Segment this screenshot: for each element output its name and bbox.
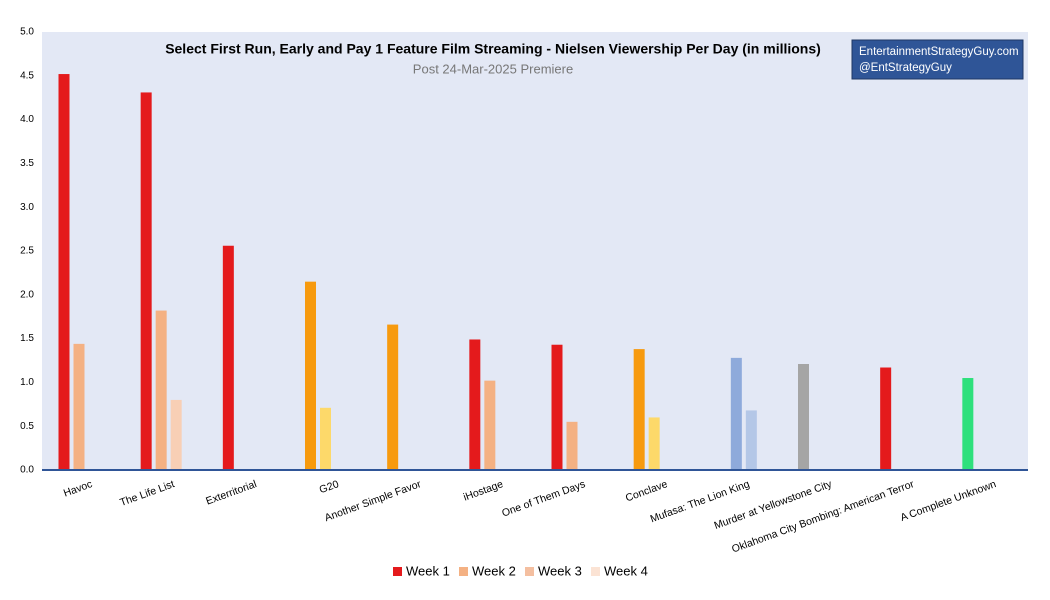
y-tick-label: 3.5: [20, 158, 34, 169]
bar: [222, 245, 234, 470]
y-tick-label: 1.0: [20, 377, 34, 388]
y-tick-label: 4.0: [20, 114, 34, 125]
legend-swatch: [393, 567, 402, 576]
watermark: @EntStrategyGuy: [859, 62, 952, 74]
x-tick-label: The Life List: [118, 478, 176, 509]
bar: [484, 380, 496, 470]
bar: [730, 357, 742, 470]
legend-swatch: [459, 567, 468, 576]
y-tick-label: 2.0: [20, 289, 34, 300]
bar: [320, 407, 331, 470]
legend-swatch: [525, 567, 534, 576]
bar: [962, 378, 974, 470]
bar: [633, 349, 645, 470]
y-tick-label: 5.0: [20, 27, 34, 38]
legend-label: Week 4: [604, 563, 648, 578]
bar: [648, 417, 660, 470]
bar: [566, 421, 578, 470]
bar: [170, 399, 182, 470]
watermark: EntertainmentStrategyGuy.com: [859, 46, 1019, 58]
x-tick-label: One of Them Days: [500, 478, 587, 519]
legend-label: Week 1: [406, 563, 450, 578]
bar: [745, 410, 757, 470]
y-tick-label: 4.5: [20, 70, 34, 81]
x-tick-label: Exterritorial: [204, 478, 258, 507]
legend-label: Week 3: [538, 563, 582, 578]
bar: [73, 343, 85, 470]
y-tick-label: 0.0: [20, 465, 34, 476]
y-tick-label: 1.5: [20, 333, 34, 344]
bar: [140, 92, 152, 470]
y-tick-label: 0.5: [20, 421, 34, 432]
bar: [155, 310, 167, 470]
plot-area: [42, 32, 1028, 470]
chart-title: Select First Run, Early and Pay 1 Featur…: [165, 41, 821, 57]
bar: [469, 339, 481, 470]
bar: [880, 367, 892, 470]
bar: [305, 281, 316, 470]
y-tick-label: 3.0: [20, 202, 34, 213]
x-tick-label: G20: [318, 478, 341, 496]
x-tick-label: iHostage: [462, 478, 505, 504]
legend-label: Week 2: [472, 563, 516, 578]
watermark-box: [851, 39, 1024, 80]
legend-swatch: [591, 567, 600, 576]
y-tick-label: 2.5: [20, 246, 34, 257]
bar: [387, 324, 399, 470]
bar: [798, 364, 809, 470]
bar: [551, 344, 563, 470]
bar: [58, 74, 70, 470]
chart-subtitle: Post 24-Mar-2025 Premiere: [413, 61, 573, 76]
x-tick-label: Conclave: [624, 478, 669, 504]
x-tick-label: Havoc: [62, 478, 94, 499]
